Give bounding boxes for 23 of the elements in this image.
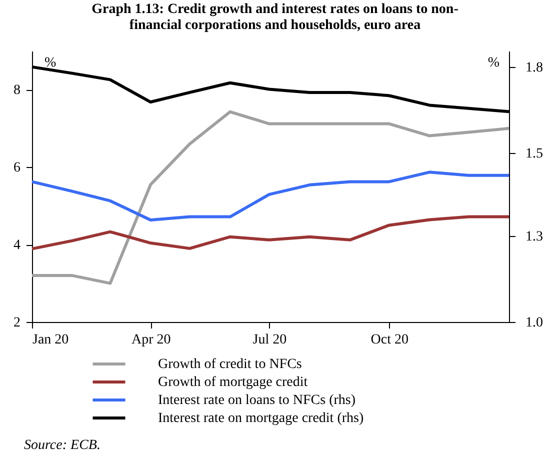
line-series bbox=[30, 215, 510, 250]
y-tick-label: 4 bbox=[14, 238, 20, 254]
y2-axis-title: % bbox=[488, 56, 500, 70]
line-series bbox=[30, 170, 510, 222]
legend-label: Interest rate on loans to NFCs (rhs) bbox=[158, 393, 356, 408]
legend-label: Interest rate on mortgage credit (rhs) bbox=[158, 411, 364, 426]
line-series bbox=[30, 110, 510, 285]
y-tick-label: 2 bbox=[14, 316, 20, 330]
legend-label: Growth of credit to NFCs bbox=[158, 357, 302, 372]
chart-title: Graph 1.13: Credit growth and interest rates on loans to non-financial corporations and households, euro area bbox=[90, 2, 460, 34]
x-tick-label: Jan 20 bbox=[32, 332, 69, 348]
legend-label: Growth of mortgage credit bbox=[158, 375, 308, 390]
x-tick-label: Jul 20 bbox=[252, 332, 287, 348]
y-tick-label: 8 bbox=[14, 83, 20, 98]
x-tick-label: Oct 20 bbox=[370, 332, 408, 348]
y-tick-label: 6 bbox=[14, 160, 20, 176]
y2-tick-label: 1.5 bbox=[526, 146, 543, 162]
y2-tick-label: 1.0 bbox=[526, 316, 543, 330]
y-axis-title: % bbox=[44, 56, 56, 70]
y2-tick-label: 1.8 bbox=[526, 60, 543, 76]
source-note: Source: ECB. bbox=[24, 438, 100, 454]
x-tick-label: Apr 20 bbox=[131, 332, 171, 348]
y2-tick-label: 1.3 bbox=[526, 229, 543, 244]
